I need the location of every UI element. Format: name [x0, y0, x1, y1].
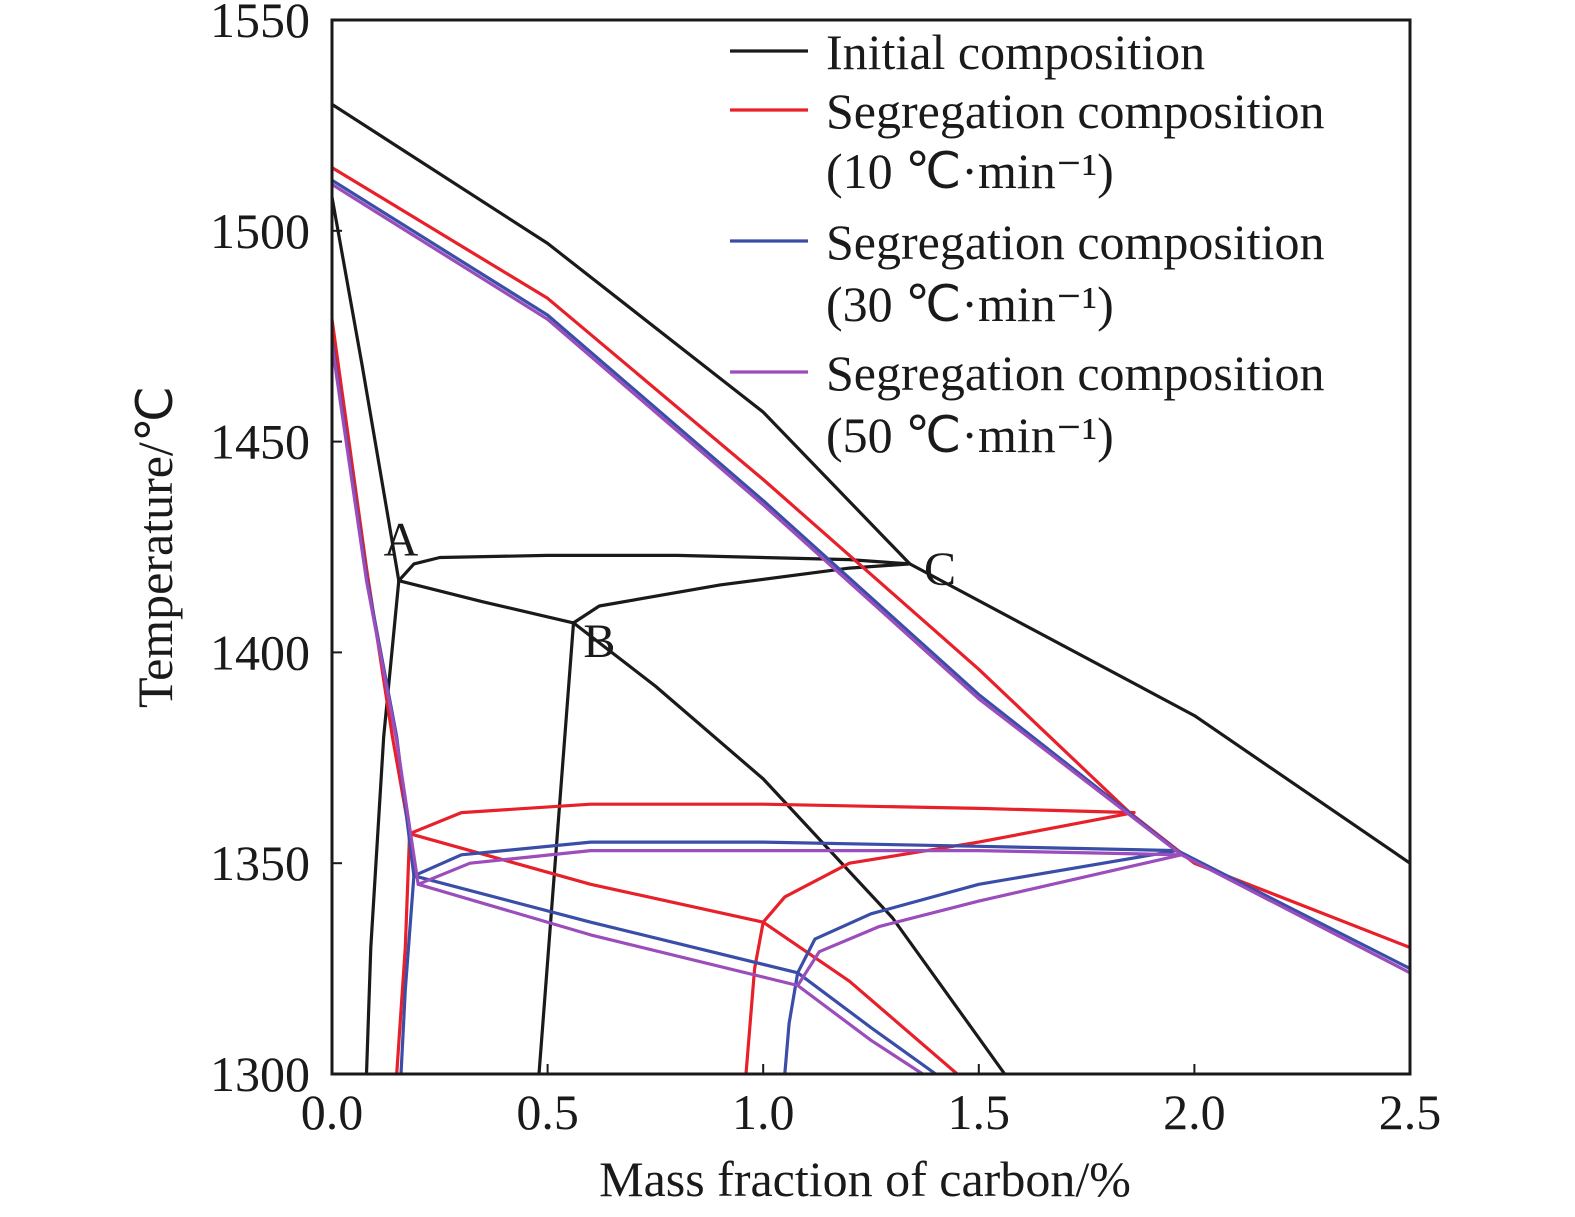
series-3-line-4 — [412, 874, 800, 975]
series-3-line-6 — [796, 971, 938, 1074]
series-2-line-3 — [408, 802, 1136, 836]
annotation-layer: A B C — [384, 514, 956, 668]
legend-item-2: Segregation composition(10 ℃·min⁻¹) — [730, 83, 1325, 199]
y-tick-label: 1300 — [210, 1046, 310, 1102]
series-1-line-6 — [571, 621, 1007, 1074]
legend-item-4: Segregation composition (50 ℃·min⁻¹) — [730, 345, 1325, 463]
legend-label-rate: (10 ℃·min⁻¹) — [826, 143, 1114, 199]
legend-label-rate: (50 ℃·min⁻¹) — [826, 407, 1114, 463]
y-axis: 1300 1350 1400 1450 1500 1550 — [210, 0, 342, 1102]
y-tick-label: 1550 — [210, 0, 310, 48]
series-4-line-3 — [416, 849, 1184, 886]
y-tick-label: 1400 — [210, 624, 310, 680]
series-2-line-5 — [761, 811, 1136, 924]
legend-label: Segregation composition — [826, 214, 1325, 270]
series-2-line-8 — [395, 832, 412, 1074]
x-tick-label: 1.5 — [948, 1084, 1011, 1140]
point-label-a: A — [384, 514, 419, 567]
series-3-line-7 — [783, 971, 800, 1074]
legend-item-1: Initial composition — [730, 24, 1205, 80]
x-tick-label: 2.0 — [1163, 1084, 1226, 1140]
series-1 — [332, 102, 1410, 1074]
series-4-line-4 — [416, 882, 800, 988]
series-2-line-4 — [408, 832, 765, 924]
series-1-line-4 — [397, 579, 576, 625]
y-tick-label: 1350 — [210, 835, 310, 891]
y-axis-title: Temperature/℃ — [127, 386, 183, 708]
point-label-c: C — [924, 543, 956, 596]
series-3-line-1 — [332, 178, 1410, 971]
series-1-line-2 — [332, 195, 401, 583]
legend-label: Segregation composition — [826, 345, 1325, 401]
series-2-line-6 — [761, 920, 959, 1074]
series-3-line-5 — [796, 849, 1179, 975]
y-tick-label: 1500 — [210, 203, 310, 259]
y-tick-label: 1450 — [210, 414, 310, 470]
legend-label: Initial composition — [826, 24, 1205, 80]
x-tick-label: 1.0 — [732, 1084, 795, 1140]
series-4-line-2 — [332, 343, 420, 886]
series-2-line-7 — [744, 920, 765, 1074]
x-tick-label: 0.5 — [516, 1084, 579, 1140]
series-4-line-6 — [796, 983, 925, 1074]
series-1-line-8 — [537, 621, 576, 1074]
plot-frame — [330, 18, 1412, 1076]
series-1-line-1 — [332, 102, 1410, 865]
series-1-line-5 — [571, 562, 912, 625]
series-3-line-8 — [399, 874, 416, 1074]
series-4 — [332, 182, 1410, 1074]
series-4-line-1 — [332, 182, 1410, 975]
series-layer — [332, 102, 1410, 1074]
x-axis-title: Mass fraction of carbon/% — [599, 1151, 1131, 1207]
legend-item-3: Segregation composition (30 ℃·min⁻¹) — [730, 214, 1325, 332]
x-tick-label: 0.0 — [301, 1084, 364, 1140]
series-3-line-3 — [412, 840, 1179, 878]
legend-label-rate: (30 ℃·min⁻¹) — [826, 276, 1114, 332]
x-tick-label: 2.5 — [1379, 1084, 1442, 1140]
x-axis: 0.0 0.5 1.0 1.5 2.0 2.5 — [301, 1064, 1442, 1140]
series-1-line-3 — [397, 553, 912, 583]
series-4-line-5 — [796, 853, 1184, 988]
series-1-line-7 — [364, 579, 401, 1074]
legend-label: Segregation composition — [826, 83, 1325, 139]
point-label-b: B — [583, 615, 615, 668]
